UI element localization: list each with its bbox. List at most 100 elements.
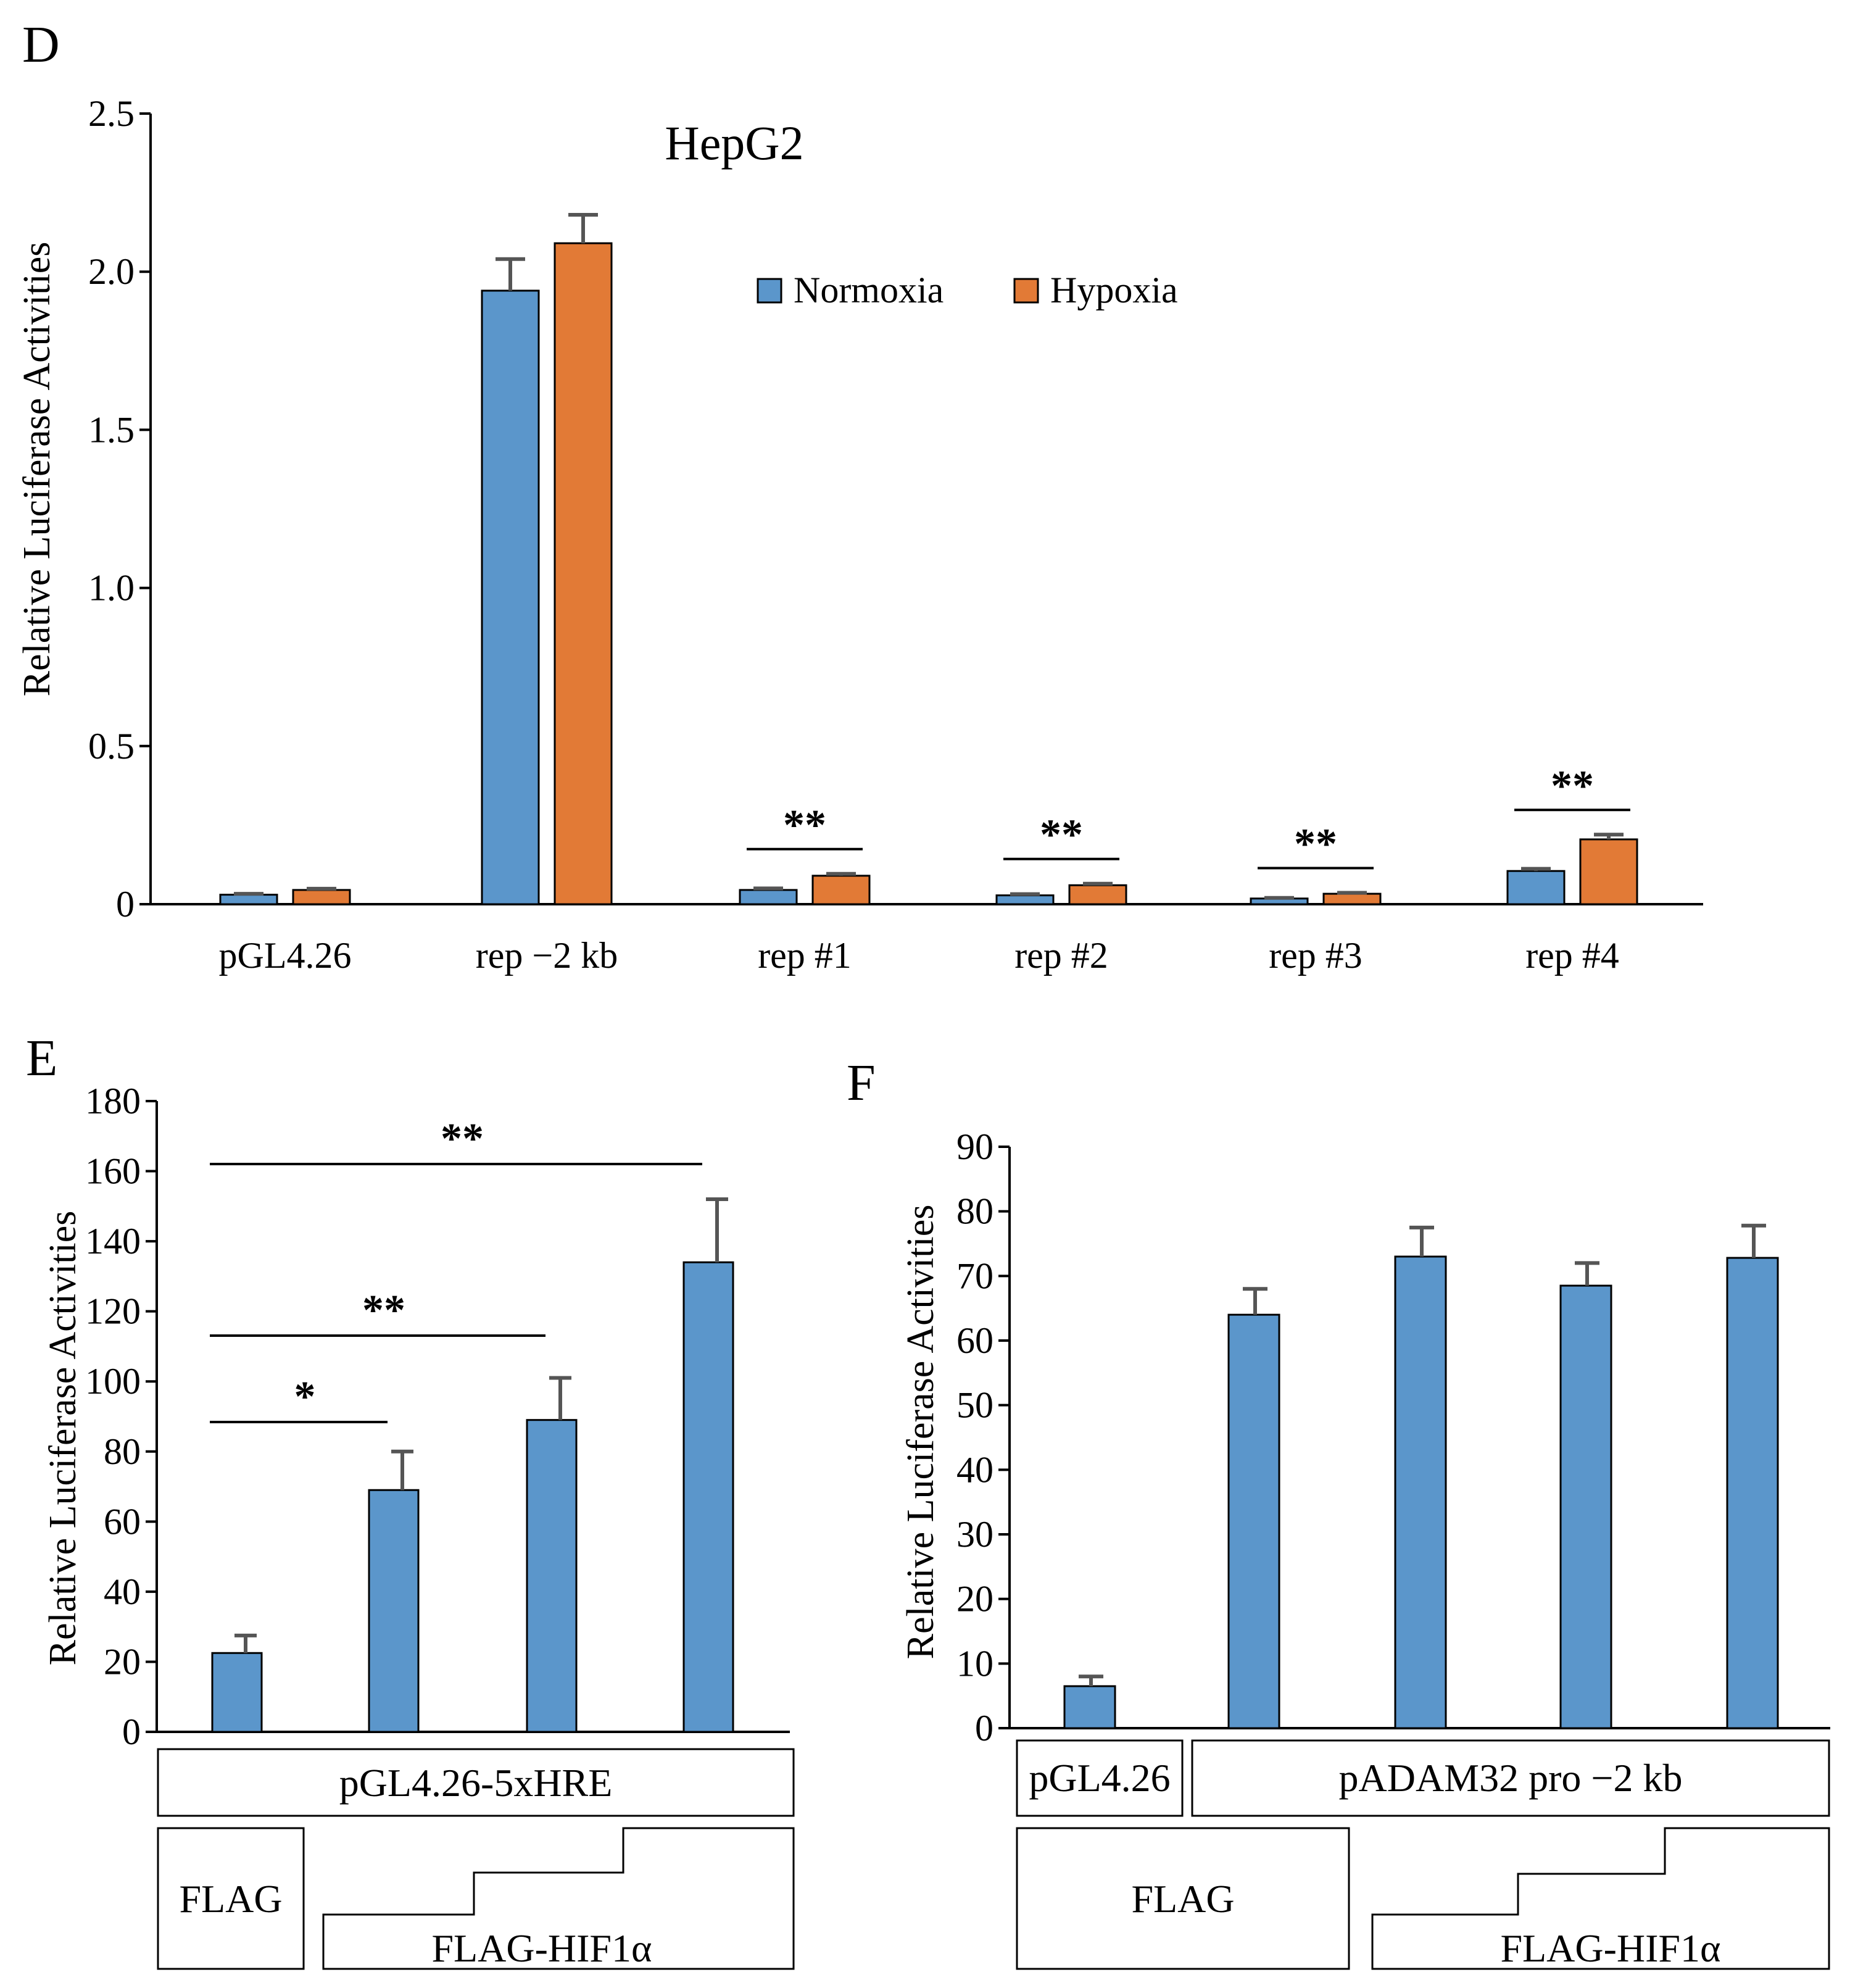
e-y-tick-label: 20 [104, 1641, 141, 1682]
panel-f-control-construct-box [1016, 1739, 1184, 1817]
significance-label: ** [362, 1287, 405, 1334]
panel-d-significance: ** ** ** ** [747, 762, 1630, 870]
bar [526, 1419, 578, 1733]
panel-e-hif-dose-step [322, 1827, 795, 1970]
panel-f-hif-dose-step [1371, 1827, 1830, 1970]
panel-f: F Relative Luciferase Activities 0 10 20 30… [847, 1054, 1830, 1970]
bar [1559, 1284, 1612, 1729]
category-label: rep #2 [1014, 935, 1108, 976]
panel-d-title: HepG2 [665, 116, 803, 170]
bar [1394, 1255, 1447, 1729]
f-y-tick-label: 20 [956, 1579, 993, 1620]
e-y-tick-label: 140 [85, 1221, 141, 1262]
e-y-tick-label: 40 [104, 1571, 141, 1612]
f-y-tick-label: 50 [956, 1385, 993, 1426]
panel-e-error-bars [234, 1197, 728, 1653]
panel-d-category-labels: pGL4.26 rep −2 kb rep #1 rep #2 rep #3 rep #4 [219, 935, 1619, 976]
f-y-tick-label: 90 [956, 1126, 993, 1167]
bar [682, 1261, 734, 1733]
significance-label: ** [441, 1115, 484, 1163]
significance-label: * [294, 1373, 316, 1421]
legend-label-normoxia: Normoxia [794, 270, 944, 310]
bar-normoxia [219, 894, 278, 905]
bar-normoxia [995, 894, 1055, 905]
panel-f-reporter-construct-label: pADAM32 pro −2 kb [1339, 1756, 1683, 1800]
bar-normoxia [1506, 870, 1566, 905]
category-label: rep #4 [1525, 935, 1619, 976]
panel-f-tick-labels: 0 10 20 30 40 50 60 70 80 90 [956, 1126, 993, 1749]
bar-hypoxia [1322, 892, 1382, 905]
panel-d-letter: D [22, 16, 60, 73]
panel-f-y-axis-label: Relative Luciferase Activities [900, 1205, 942, 1660]
panel-e: E Relative Luciferase Activities 0 20 40 60… [26, 1029, 795, 1970]
significance-label: ** [1294, 821, 1337, 868]
panel-e-construct-box [157, 1748, 795, 1817]
category-label: rep −2 kb [476, 935, 618, 976]
e-y-tick-label: 0 [122, 1711, 141, 1752]
f-y-tick-label: 60 [956, 1320, 993, 1361]
f-y-tick-label: 10 [956, 1643, 993, 1684]
panel-f-reporter-construct-box [1191, 1739, 1830, 1817]
panel-e-construct-label: pGL4.26-5xHRE [339, 1761, 613, 1805]
f-y-tick-label: 0 [975, 1708, 993, 1749]
d-y-tick-label: 2.0 [88, 251, 135, 292]
significance-label: ** [1040, 812, 1083, 859]
category-label: rep #3 [1269, 935, 1363, 976]
panel-e-letter: E [26, 1029, 57, 1087]
bar-normoxia [481, 289, 540, 905]
panel-f-flag-box [1016, 1827, 1350, 1970]
legend-swatch-hypoxia [1013, 278, 1039, 304]
d-y-tick-label: 2.5 [88, 93, 135, 134]
panel-e-tick-labels: 0 20 40 60 80 100 120 140 160 180 [85, 1081, 141, 1752]
panel-f-hif-label: FLAG-HIF1α [1500, 1926, 1720, 1970]
panel-e-significance: ***** [210, 1115, 702, 1423]
panel-f-flag-label: FLAG [1131, 1877, 1234, 1921]
panel-e-flag-box [157, 1827, 305, 1970]
e-y-tick-label: 80 [104, 1431, 141, 1472]
panel-d-tick-labels: 0 0.5 1.0 1.5 2.0 2.5 [88, 93, 135, 925]
legend-label-hypoxia: Hypoxia [1050, 270, 1178, 310]
d-y-tick-label: 0.5 [88, 726, 135, 767]
panel-f-control-construct-label: pGL4.26 [1029, 1756, 1170, 1800]
bar-hypoxia [1579, 838, 1638, 905]
bar-hypoxia [811, 875, 871, 905]
f-y-tick-label: 30 [956, 1514, 993, 1555]
panel-d-legend: Normoxia Hypoxia [757, 270, 1178, 310]
panel-f-bars [1063, 1255, 1779, 1729]
category-label: pGL4.26 [219, 935, 352, 976]
panel-f-letter: F [847, 1054, 876, 1112]
panel-e-flag-label: FLAG [179, 1877, 282, 1921]
panel-d-bars [219, 242, 1638, 905]
d-y-tick-label: 1.0 [88, 568, 135, 609]
panel-e-hif-label: FLAG-HIF1α [431, 1926, 652, 1970]
panel-d-error-bars [234, 212, 1624, 900]
legend-swatch-normoxia [757, 278, 782, 304]
bar [1063, 1685, 1116, 1729]
significance-label: ** [783, 802, 826, 849]
bar-hypoxia [292, 889, 351, 905]
bar [211, 1652, 263, 1733]
f-y-tick-label: 40 [956, 1449, 993, 1490]
bar-hypoxia [554, 242, 613, 905]
significance-label: ** [1551, 762, 1594, 810]
panel-d-y-axis-label: Relative Luciferase Activities [16, 242, 58, 697]
panel-d-axes [139, 112, 1703, 905]
panel-e-y-axis-label: Relative Luciferase Activities [42, 1211, 84, 1666]
category-label: rep #1 [758, 935, 852, 976]
bar [368, 1489, 420, 1733]
e-y-tick-label: 60 [104, 1501, 141, 1542]
bar-hypoxia [1068, 884, 1127, 905]
bar-normoxia [739, 889, 798, 905]
d-y-tick-label: 0 [116, 884, 135, 925]
e-y-tick-label: 100 [85, 1361, 141, 1402]
e-y-tick-label: 120 [85, 1291, 141, 1332]
f-y-tick-label: 70 [956, 1255, 993, 1296]
e-y-tick-label: 160 [85, 1151, 141, 1192]
e-y-tick-label: 180 [85, 1081, 141, 1121]
bar [1227, 1313, 1280, 1729]
bar [1726, 1257, 1779, 1729]
panel-d: D HepG2 Relative Luciferase Activities 0… [16, 16, 1703, 976]
d-y-tick-label: 1.5 [88, 409, 135, 450]
panel-f-error-bars [1079, 1223, 1766, 1686]
